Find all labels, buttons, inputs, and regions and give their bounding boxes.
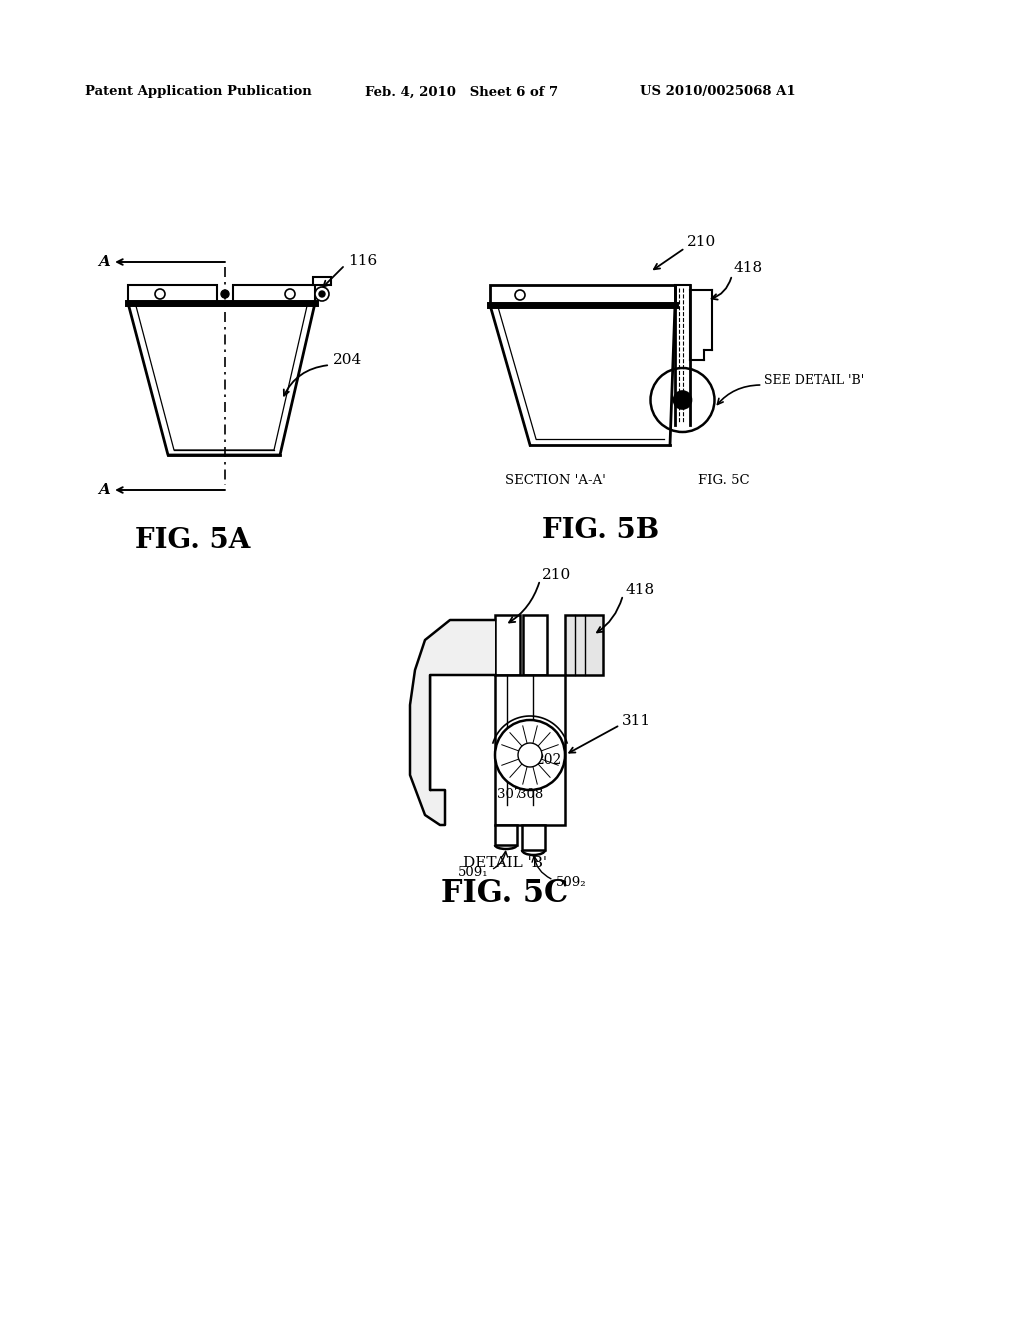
Text: 116: 116 bbox=[348, 253, 377, 268]
Text: 307: 307 bbox=[497, 788, 522, 801]
Circle shape bbox=[674, 391, 691, 409]
Circle shape bbox=[285, 289, 295, 300]
Text: FIG. 5C: FIG. 5C bbox=[441, 878, 568, 908]
Text: A: A bbox=[98, 255, 110, 269]
Text: SECTION 'A-A': SECTION 'A-A' bbox=[505, 474, 606, 487]
Bar bbox=[523, 615, 547, 675]
Text: FIG. 5C: FIG. 5C bbox=[697, 474, 750, 487]
Circle shape bbox=[518, 743, 542, 767]
Circle shape bbox=[319, 290, 325, 297]
Bar bbox=[495, 825, 517, 845]
Bar bbox=[233, 285, 315, 304]
Text: Feb. 4, 2010   Sheet 6 of 7: Feb. 4, 2010 Sheet 6 of 7 bbox=[365, 86, 558, 99]
Text: Patent Application Publication: Patent Application Publication bbox=[85, 86, 311, 99]
Bar bbox=[495, 675, 565, 825]
Polygon shape bbox=[410, 620, 495, 825]
Bar bbox=[495, 615, 520, 675]
Text: FIG. 5B: FIG. 5B bbox=[543, 516, 659, 544]
Text: 202: 202 bbox=[535, 752, 561, 767]
Text: 311: 311 bbox=[622, 714, 651, 729]
Bar bbox=[313, 277, 331, 285]
Circle shape bbox=[155, 289, 165, 300]
Bar bbox=[128, 285, 217, 304]
Text: 210: 210 bbox=[687, 235, 716, 249]
Text: A: A bbox=[98, 483, 110, 498]
Text: 418: 418 bbox=[625, 583, 654, 597]
Circle shape bbox=[650, 368, 715, 432]
Text: 308: 308 bbox=[518, 788, 544, 801]
Text: 204: 204 bbox=[333, 352, 362, 367]
Text: DETAIL 'B': DETAIL 'B' bbox=[463, 855, 547, 870]
Text: US 2010/0025068 A1: US 2010/0025068 A1 bbox=[640, 86, 796, 99]
Circle shape bbox=[495, 719, 565, 789]
Text: 509₂: 509₂ bbox=[555, 876, 586, 890]
Circle shape bbox=[315, 286, 329, 301]
Bar bbox=[490, 285, 675, 305]
Bar bbox=[522, 825, 545, 850]
Text: 210: 210 bbox=[542, 568, 571, 582]
Bar bbox=[565, 615, 603, 675]
Circle shape bbox=[515, 290, 525, 300]
Circle shape bbox=[221, 290, 229, 298]
Text: 509₁: 509₁ bbox=[458, 866, 488, 879]
Text: 418: 418 bbox=[734, 261, 763, 275]
Text: SEE DETAIL 'B': SEE DETAIL 'B' bbox=[765, 374, 864, 387]
Text: FIG. 5A: FIG. 5A bbox=[135, 527, 251, 553]
